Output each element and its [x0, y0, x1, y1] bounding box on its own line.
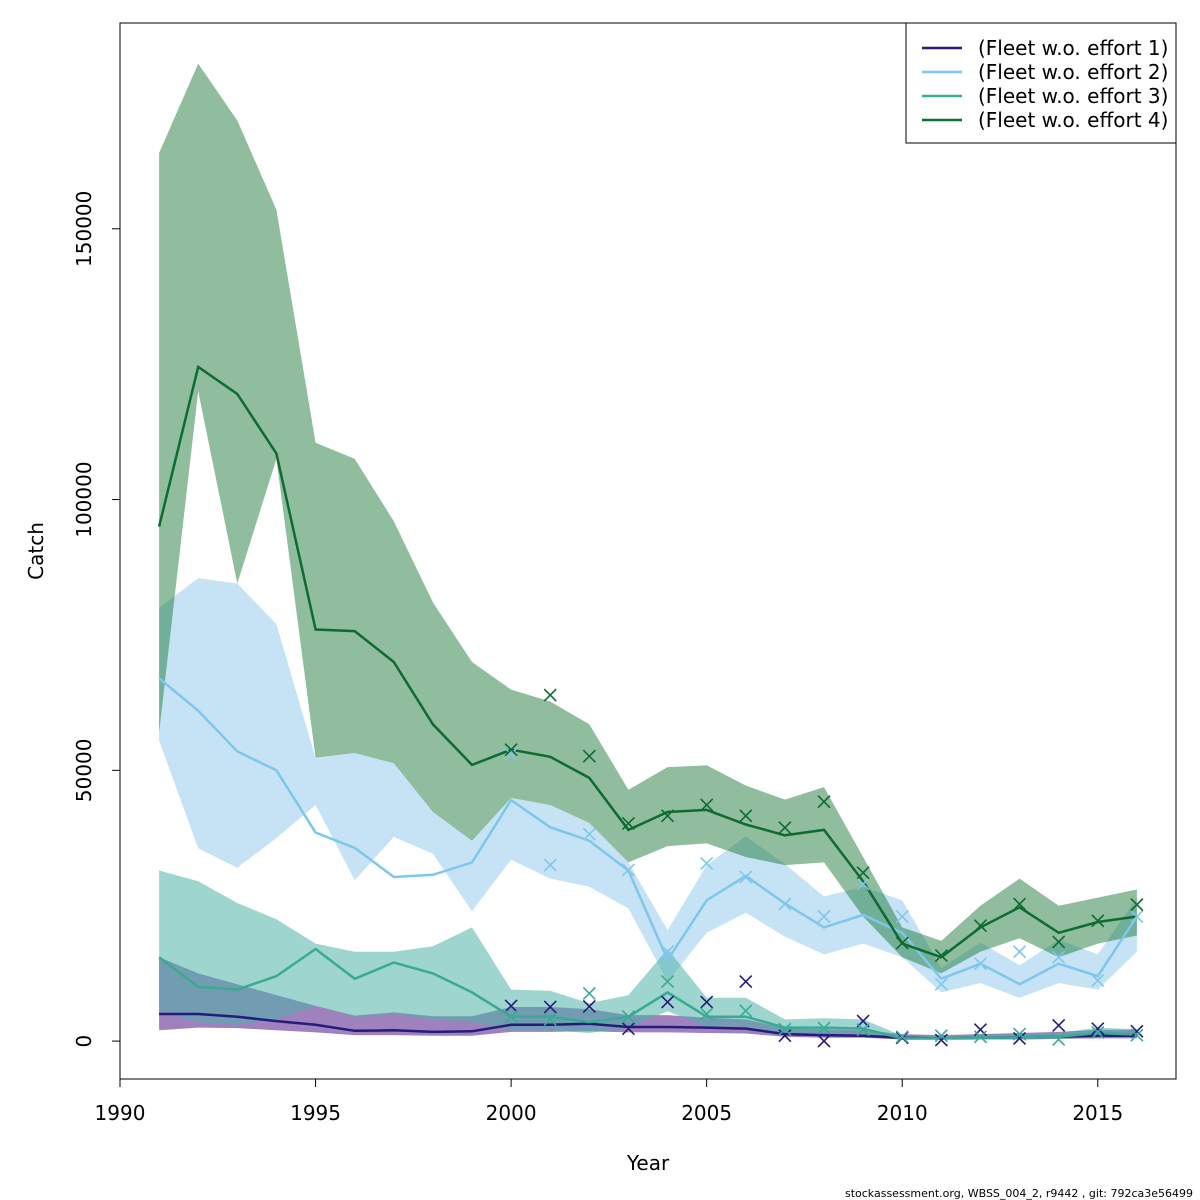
legend: (Fleet w.o. effort 1)(Fleet w.o. effort …: [905, 22, 1177, 144]
obs-point-series-2: [934, 977, 948, 991]
x-tick-label: 1995: [290, 1101, 341, 1125]
obs-point-series-1: [1012, 1031, 1027, 1045]
obs-point-series-4: [856, 866, 870, 880]
obs-point-series-3: [543, 1012, 557, 1026]
obs-point-series-2: [582, 827, 596, 841]
obs-point-series-1: [543, 1000, 557, 1014]
obs-point-series-2: [504, 747, 518, 761]
obs-point-series-1: [778, 1029, 792, 1043]
obs-point-series-3: [778, 1022, 792, 1036]
y-axis-label: Catch: [24, 522, 48, 580]
obs-point-series-1: [582, 999, 596, 1013]
obs-point-series-1: [660, 995, 675, 1009]
obs-point-series-2: [1130, 909, 1144, 924]
obs-point-series-4: [1091, 914, 1105, 928]
confidence-bands: [159, 63, 1137, 1040]
obs-point-series-1: [1130, 1024, 1144, 1038]
obs-point-series-4: [817, 795, 831, 809]
obs-point-series-4: [1012, 897, 1027, 911]
legend-label-4: (Fleet w.o. effort 4): [978, 108, 1168, 132]
obs-point-series-4: [660, 809, 675, 823]
obs-point-series-2: [621, 863, 636, 877]
obs-point-series-2: [739, 870, 753, 884]
legend-label-1: (Fleet w.o. effort 1): [978, 36, 1168, 60]
obs-point-series-1: [700, 995, 714, 1009]
obs-point-series-1: [504, 999, 518, 1013]
band-series-1: [159, 957, 1137, 1040]
band-series-4: [159, 63, 1137, 974]
y-tick-label: 100000: [72, 461, 96, 537]
obs-point-series-3: [1130, 1028, 1144, 1042]
obs-point-series-3: [504, 1010, 518, 1024]
obs-point-series-3: [895, 1030, 909, 1044]
obs-point-series-2: [1012, 945, 1027, 959]
obs-point-series-3: [973, 1030, 988, 1044]
obs-point-series-3: [582, 986, 596, 1001]
legend-label-3: (Fleet w.o. effort 3): [978, 84, 1168, 108]
obs-point-series-1: [934, 1033, 948, 1047]
x-tick-label: 2015: [1072, 1101, 1123, 1125]
footer-text: stockassessment.org, WBSS_004_2, r9442 ,…: [845, 1187, 1193, 1200]
obs-point-series-1: [621, 1022, 636, 1036]
x-tick-label: 2010: [877, 1101, 928, 1125]
obs-point-series-3: [1052, 1032, 1066, 1047]
obs-point-series-4: [621, 816, 636, 830]
obs-point-series-2: [778, 897, 792, 911]
band-series-3: [159, 870, 1137, 1040]
obs-point-series-4: [778, 821, 792, 835]
obs-point-series-1: [817, 1034, 831, 1048]
obs-point-series-1: [1091, 1022, 1105, 1036]
obs-point-series-3: [621, 1010, 636, 1024]
line-series-3: [158, 947, 1137, 1040]
axes: 1990 1995 2000 2005 2010 2015 0 50000 100000 1500…: [72, 191, 1123, 1125]
obs-point-series-1: [1052, 1018, 1066, 1032]
obs-point-series-4: [895, 936, 909, 950]
obs-point-series-4: [1130, 898, 1144, 912]
obs-point-series-3: [1012, 1027, 1027, 1041]
obs-point-series-4: [973, 919, 988, 933]
obs-point-series-1: [973, 1023, 988, 1037]
obs-point-series-3: [1091, 1025, 1105, 1039]
obs-point-series-2: [973, 957, 988, 971]
obs-point-series-3: [934, 1029, 948, 1043]
obs-point-series-2: [543, 858, 557, 872]
legend-label-2: (Fleet w.o. effort 2): [978, 60, 1168, 84]
x-axis-label: Year: [626, 1151, 670, 1175]
obs-point-series-4: [582, 749, 596, 763]
x-tick-label: 2005: [681, 1101, 732, 1125]
y-tick-label: 150000: [72, 191, 96, 267]
y-tick-label: 0: [72, 1035, 96, 1048]
line-series-4: [157, 364, 1138, 959]
obs-point-series-2: [895, 909, 909, 924]
obs-point-series-2: [700, 856, 714, 871]
obs-point-series-2: [660, 945, 675, 959]
x-tick-label: 2000: [486, 1101, 537, 1125]
x-tick-label: 1990: [95, 1101, 146, 1125]
legend-box: [905, 22, 1177, 144]
obs-point-series-3: [660, 974, 675, 989]
obs-point-series-4: [739, 809, 753, 823]
obs-point-series-2: [1091, 973, 1105, 988]
line-series-2: [158, 677, 1138, 986]
obs-point-series-4: [1052, 935, 1066, 949]
obs-point-series-2: [817, 909, 831, 924]
obs-point-series-4: [504, 743, 518, 757]
obs-point-series-4: [700, 798, 714, 812]
fit-lines: [157, 364, 1138, 1040]
obs-point-series-3: [700, 1007, 714, 1021]
y-tick-label: 50000: [72, 738, 96, 802]
obs-point-series-2: [856, 877, 870, 891]
obs-point-series-3: [817, 1021, 831, 1035]
obs-point-series-4: [934, 948, 948, 963]
obs-point-series-1: [739, 974, 753, 989]
obs-point-series-3: [856, 1023, 870, 1037]
obs-point-series-2: [1052, 950, 1066, 964]
observation-points: [504, 688, 1144, 1048]
obs-point-series-4: [543, 688, 557, 702]
obs-point-series-3: [739, 1004, 753, 1018]
